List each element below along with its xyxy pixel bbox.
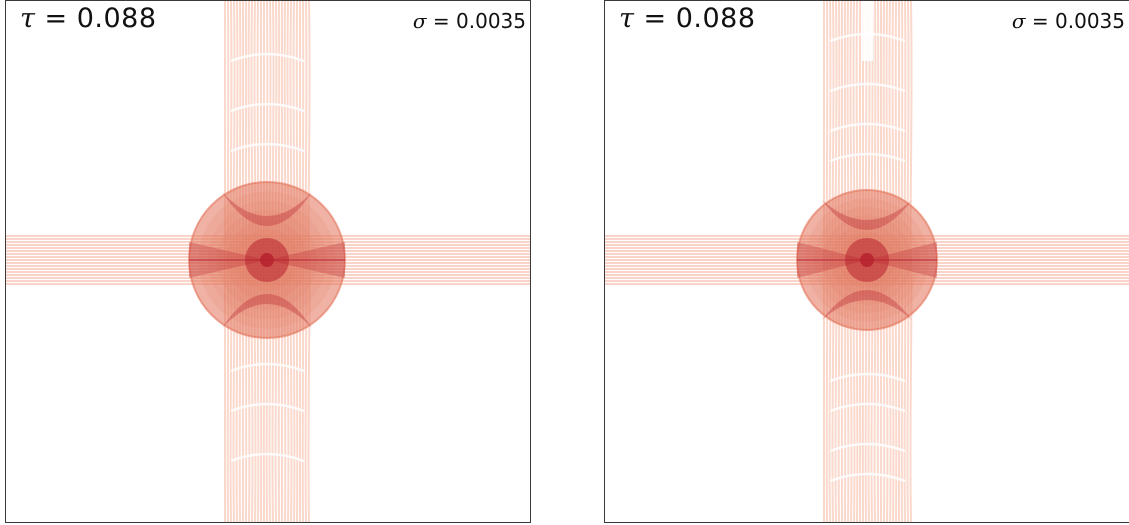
- left-sigma-label: σ = 0.0035: [412, 9, 526, 33]
- right-tau-label: τ = 0.088: [619, 3, 756, 34]
- central-disc: [188, 181, 346, 339]
- right-panel: τ = 0.088 σ = 0.0035: [604, 0, 1129, 523]
- right-cross-pattern: [605, 1, 1129, 522]
- left-cross-pattern: [6, 1, 530, 522]
- right-sigma-label: σ = 0.0035: [1011, 9, 1125, 33]
- ripple-marks: [230, 52, 305, 463]
- central-disc: [796, 189, 938, 331]
- left-tau-label: τ = 0.088: [20, 3, 157, 34]
- ripple-marks: [829, 1, 906, 483]
- left-panel: τ = 0.088 σ = 0.0035: [5, 0, 531, 523]
